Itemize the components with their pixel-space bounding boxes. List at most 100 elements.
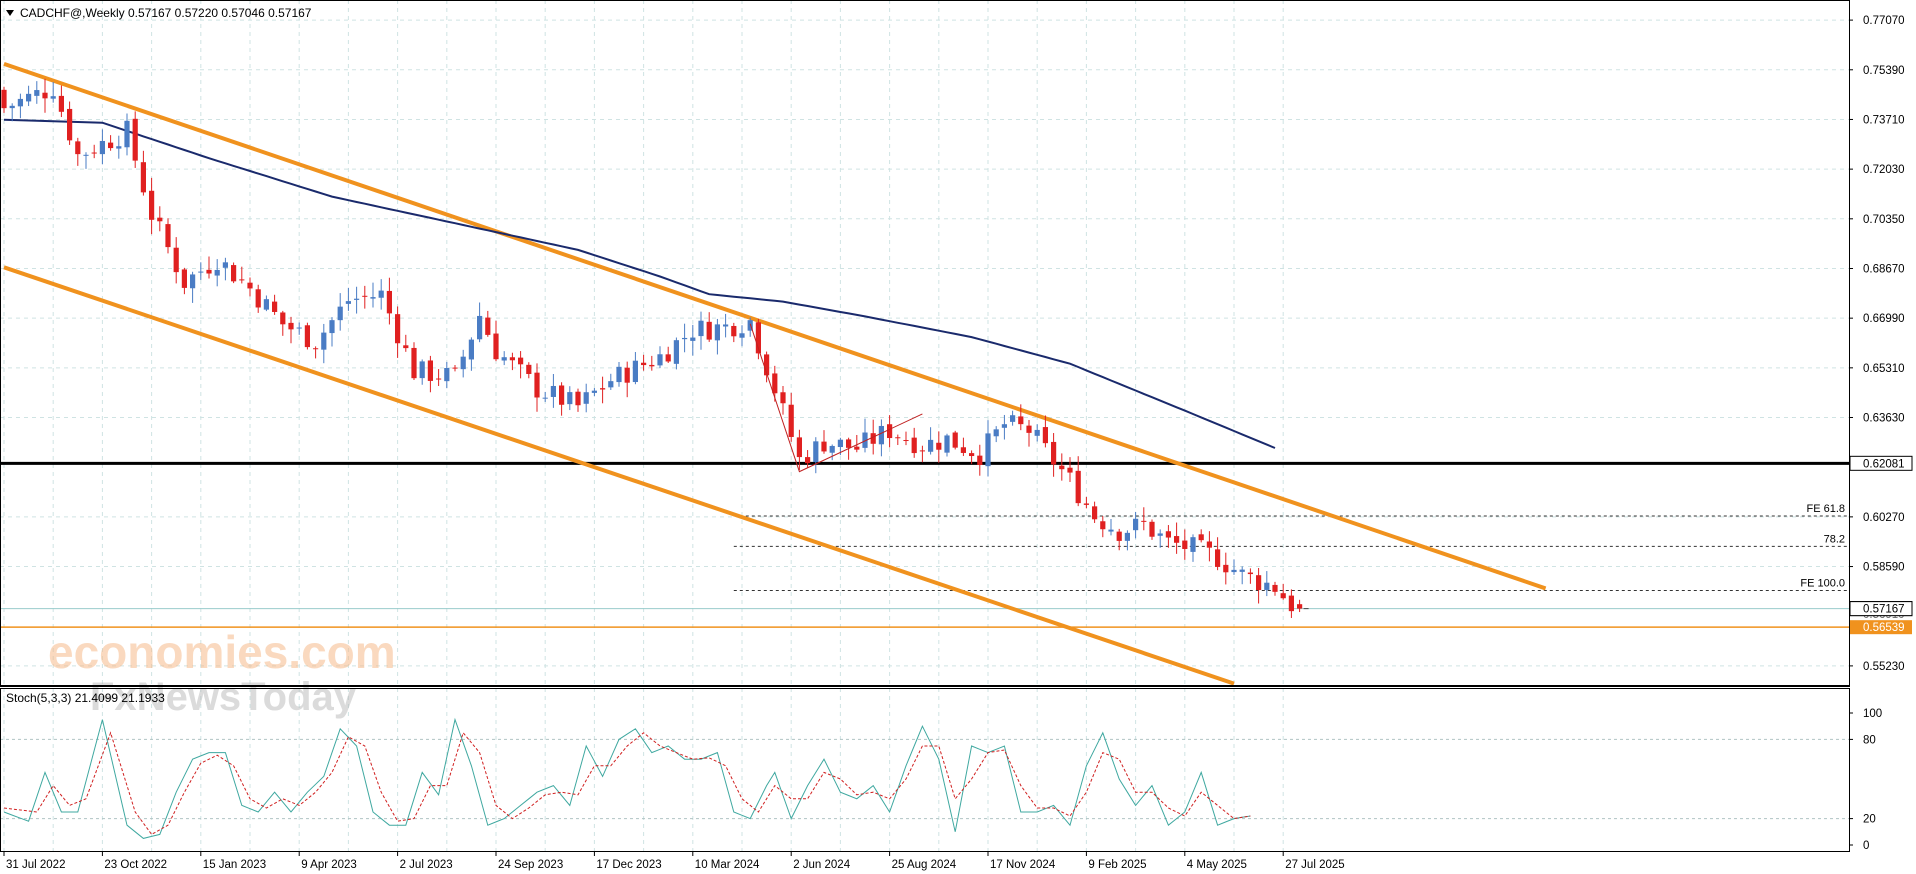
candle <box>813 437 819 474</box>
y-tick-label: 0.60270 <box>1863 512 1905 524</box>
candle <box>17 93 23 119</box>
candle-body <box>313 348 319 350</box>
candle <box>1124 530 1130 551</box>
candle <box>1075 456 1081 507</box>
candle <box>1149 519 1155 540</box>
candle <box>288 316 294 344</box>
candle <box>1198 529 1204 543</box>
x-axis: 31 Jul 2022 23 Oct 2022 15 Jan 2023 9 Apr 2… <box>3 852 1345 871</box>
candle <box>1 86 7 113</box>
candle-body <box>58 95 64 112</box>
candle-body <box>550 385 556 397</box>
candle-body <box>272 301 278 312</box>
candle-body <box>304 325 310 348</box>
stoch-y-tick-label: 0 <box>1863 840 1869 852</box>
candle <box>985 420 991 477</box>
candle <box>1092 501 1098 523</box>
x-tick-label: 9 Apr 2023 <box>301 859 357 871</box>
stoch-grid <box>0 688 1849 852</box>
candle-body <box>403 345 409 349</box>
channel-lower-line <box>3 265 1235 686</box>
candle-body <box>673 340 679 364</box>
stoch-k-line <box>3 717 1251 839</box>
candle <box>665 346 671 364</box>
support-tag <box>1849 455 1913 471</box>
candle-body <box>591 390 597 393</box>
candle <box>583 383 589 413</box>
candle <box>1215 537 1221 571</box>
candle <box>526 362 532 379</box>
candle-body <box>887 424 893 439</box>
candle <box>452 364 458 372</box>
candle-body <box>75 141 81 155</box>
candle <box>140 150 146 196</box>
candle <box>1165 525 1171 548</box>
candle <box>214 259 220 287</box>
x-tick-label: 17 Dec 2023 <box>596 859 661 871</box>
candle <box>362 285 368 309</box>
stoch-y-tick-label: 80 <box>1863 734 1876 746</box>
candle <box>928 427 934 455</box>
candle <box>296 322 302 335</box>
candle <box>427 355 433 393</box>
candle <box>67 101 73 145</box>
candle <box>42 78 48 113</box>
candle <box>1157 529 1163 548</box>
candle <box>444 361 450 389</box>
candle <box>1010 410 1016 426</box>
candle <box>1042 415 1048 448</box>
stoch-y-axis: 100 80 20 0 <box>1849 708 1882 852</box>
candle <box>26 85 32 107</box>
candle-body <box>165 224 171 248</box>
candle-body <box>1059 465 1065 470</box>
candle <box>58 85 64 118</box>
y-axis: 0.77070 0.75390 0.73710 0.72030 0.70350 0.686… <box>1849 15 1905 673</box>
candle <box>1001 414 1007 440</box>
candle <box>34 81 40 104</box>
candle <box>878 419 884 457</box>
candle <box>329 317 335 347</box>
candle <box>370 282 376 308</box>
candle-body <box>345 301 351 304</box>
candle-body <box>788 404 794 437</box>
candle-body <box>1165 531 1171 538</box>
y-tick-label: 0.72030 <box>1863 164 1905 176</box>
candle-body <box>509 357 515 361</box>
candle <box>682 323 688 353</box>
candle-body <box>755 322 761 354</box>
candle <box>1288 589 1294 618</box>
fe-78-2-label: 78.2 <box>1824 533 1845 545</box>
candle <box>1018 404 1024 431</box>
candle-body <box>952 432 958 448</box>
candle <box>1116 528 1122 551</box>
candle-body <box>26 93 32 102</box>
candle-body <box>764 354 770 376</box>
candle <box>91 144 97 159</box>
candle <box>411 342 417 380</box>
candle <box>99 129 105 165</box>
candle-body <box>796 437 802 458</box>
candle <box>755 318 761 360</box>
candle <box>165 218 171 254</box>
candle <box>993 426 999 443</box>
stoch-d-line <box>3 731 1251 836</box>
watermark-economies: economies.com <box>48 626 396 678</box>
candle <box>501 351 507 366</box>
candle-body <box>903 440 909 442</box>
triangle-down-icon[interactable] <box>6 10 14 16</box>
candle-body <box>83 154 89 156</box>
candle <box>952 430 958 450</box>
candle <box>657 346 663 369</box>
stoch-title: Stoch(5,3,3) 21.4099 21.1933 <box>6 691 165 705</box>
candle <box>518 351 524 379</box>
candle <box>321 323 327 364</box>
candle-body <box>239 279 245 281</box>
candle <box>641 354 647 371</box>
candle-body <box>813 441 819 463</box>
candle-body <box>575 391 581 406</box>
candle-body <box>468 339 474 360</box>
candle-body <box>747 320 753 331</box>
candle-body <box>714 324 720 341</box>
y-tick-label: 0.63630 <box>1863 413 1905 425</box>
candle <box>124 113 130 156</box>
